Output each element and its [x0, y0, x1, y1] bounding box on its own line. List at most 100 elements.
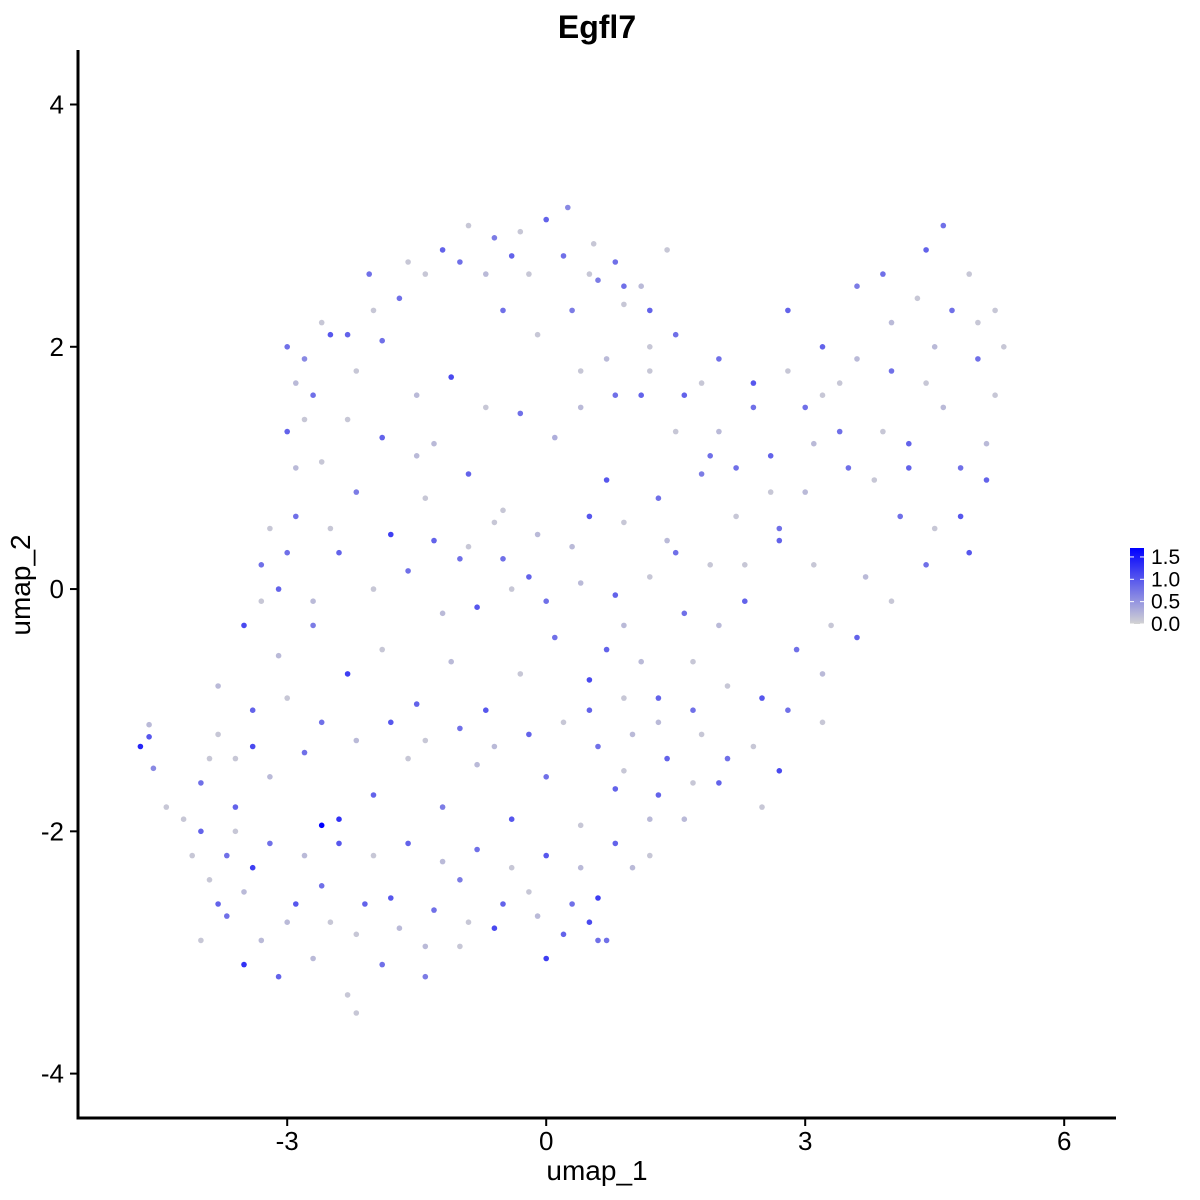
- cell-point: [638, 283, 644, 290]
- cell-point: [517, 228, 524, 235]
- cell-point: [647, 368, 653, 374]
- cell-point: [1001, 344, 1007, 350]
- cell-point: [146, 734, 152, 740]
- cell-point: [759, 804, 765, 810]
- cell-point: [275, 652, 282, 659]
- cell-point: [750, 404, 757, 411]
- cell-point: [366, 271, 373, 277]
- cell-point: [439, 804, 446, 810]
- y-tick-label: 0: [50, 574, 64, 604]
- cell-point: [198, 937, 204, 944]
- cell-point: [500, 307, 506, 314]
- cell-point: [595, 895, 601, 901]
- cell-point: [802, 489, 808, 495]
- cell-point: [491, 235, 498, 241]
- cell-point: [249, 864, 256, 871]
- cell-point: [534, 913, 541, 919]
- cell-point: [388, 719, 394, 726]
- cell-point: [957, 513, 964, 520]
- cell-point: [724, 683, 731, 689]
- cell-point: [344, 416, 351, 423]
- cell-point: [370, 586, 377, 592]
- cell-point: [975, 319, 981, 326]
- cell-point: [586, 707, 593, 713]
- cell-point: [552, 634, 558, 641]
- cell-point: [422, 271, 429, 277]
- cell-point: [595, 937, 601, 944]
- cell-point: [344, 331, 351, 338]
- cell-point: [465, 222, 472, 229]
- cell-point: [888, 598, 895, 604]
- cell-point: [379, 646, 386, 653]
- cell-point: [474, 604, 480, 610]
- y-axis-label: umap_2: [5, 534, 36, 635]
- cell-point: [655, 695, 662, 701]
- cell-point: [983, 440, 990, 447]
- cell-point: [508, 816, 515, 822]
- cell-point: [681, 392, 688, 399]
- cell-point: [647, 574, 653, 580]
- cell-point: [819, 719, 826, 726]
- cell-point: [526, 271, 532, 277]
- cell-point: [595, 743, 601, 750]
- cell-point: [422, 973, 429, 980]
- cell-point: [232, 804, 239, 810]
- cell-point: [612, 840, 619, 847]
- cell-point: [871, 477, 878, 483]
- cell-point: [742, 562, 748, 568]
- cell-point: [500, 901, 506, 907]
- cell-point: [258, 562, 265, 568]
- cell-point: [603, 477, 610, 483]
- cell-point: [457, 556, 463, 562]
- cell-point: [906, 440, 912, 447]
- cell-point: [526, 574, 532, 580]
- cell-point: [318, 719, 325, 726]
- cell-point: [249, 743, 256, 750]
- cell-point: [590, 241, 597, 247]
- colorbar-tick-label: 0.0: [1151, 613, 1180, 636]
- cell-point: [785, 707, 791, 713]
- cell-point: [854, 634, 860, 641]
- cell-point: [923, 562, 929, 568]
- cell-point: [552, 434, 558, 441]
- cell-point: [940, 222, 947, 229]
- cell-point: [318, 459, 325, 465]
- cell-point: [690, 658, 696, 665]
- cell-point: [241, 889, 247, 895]
- cell-point: [431, 440, 437, 447]
- cell-point: [819, 392, 826, 399]
- cell-point: [344, 992, 351, 998]
- cell-point: [690, 780, 696, 786]
- cell-point: [802, 404, 808, 411]
- cell-point: [543, 216, 549, 223]
- cell-point: [388, 895, 394, 901]
- cell-point: [336, 549, 342, 556]
- cell-point: [854, 356, 860, 362]
- cell-point: [880, 428, 886, 435]
- cell-point: [249, 707, 256, 713]
- cell-point: [966, 271, 972, 277]
- cell-point: [681, 816, 688, 822]
- cell-point: [888, 319, 895, 326]
- cell-point: [353, 931, 360, 938]
- cell-point: [647, 852, 653, 859]
- cell-point: [577, 580, 584, 586]
- cell-point: [336, 816, 342, 822]
- cell-point: [284, 344, 291, 350]
- cell-point: [362, 901, 368, 907]
- cell-point: [413, 392, 420, 399]
- cell-point: [819, 671, 826, 677]
- cell-point: [560, 931, 567, 938]
- cell-point: [508, 586, 515, 592]
- x-tick-label: 3: [798, 1126, 812, 1156]
- cell-point: [655, 495, 662, 502]
- cell-point: [534, 531, 541, 538]
- colorbar-tick-label: 1.5: [1151, 546, 1180, 569]
- cell-point: [413, 701, 420, 707]
- y-tick-label: 2: [50, 332, 64, 362]
- y-tick-label: -4: [41, 1059, 64, 1089]
- cell-point: [698, 380, 705, 386]
- cell-point: [439, 858, 446, 865]
- cell-point: [224, 852, 230, 859]
